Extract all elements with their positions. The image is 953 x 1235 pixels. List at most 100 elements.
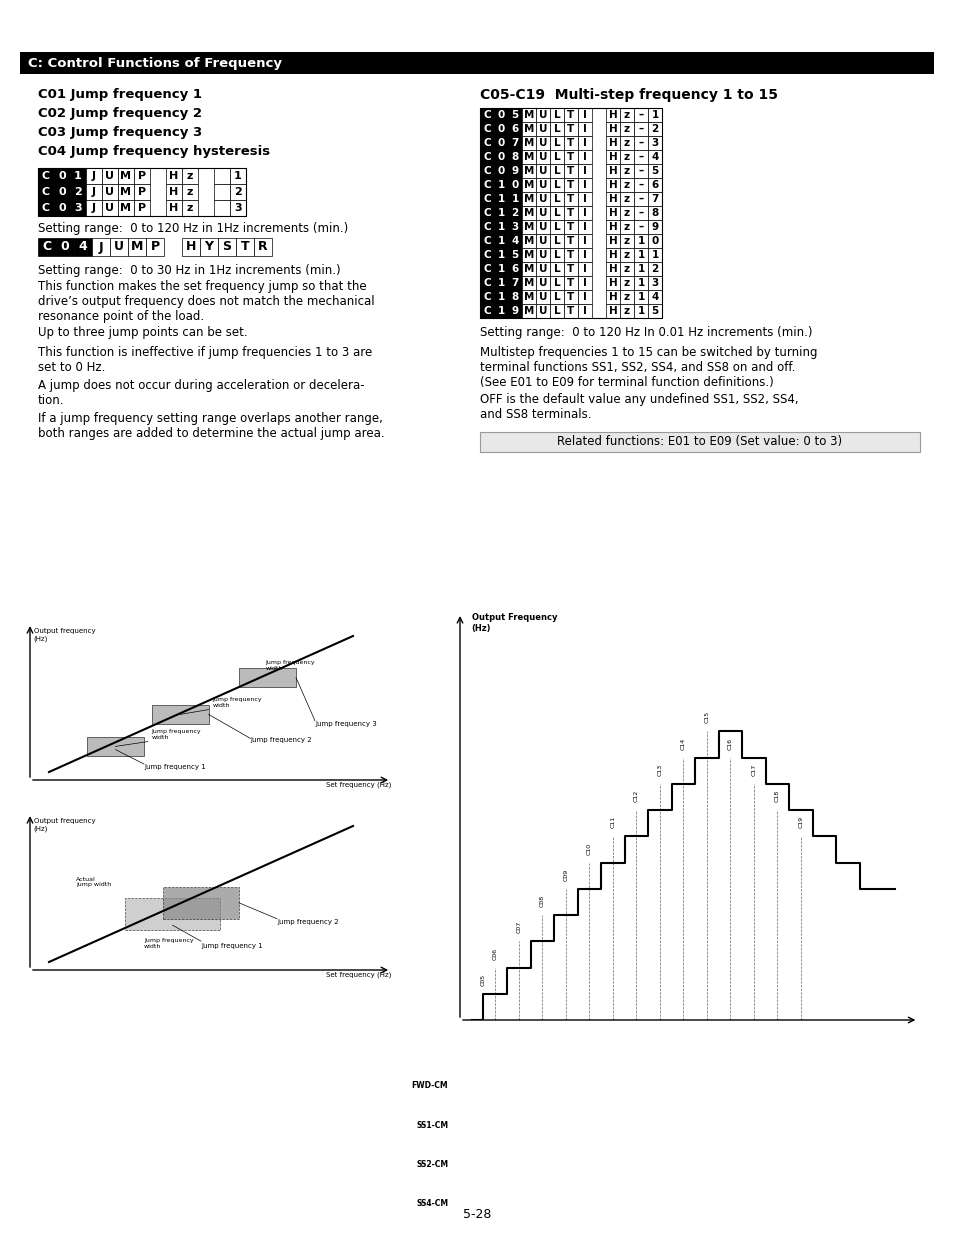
Text: U: U (538, 165, 547, 177)
Text: ON: ON (784, 1123, 792, 1128)
Bar (605, 248, 619, 262)
Text: T: T (567, 180, 574, 190)
Bar (182, 184, 198, 200)
Text: 1: 1 (637, 278, 644, 288)
Bar (647, 136, 661, 149)
Text: C14: C14 (680, 737, 685, 750)
Bar (605, 136, 619, 149)
Bar (507, 206, 521, 220)
Text: 2: 2 (233, 186, 242, 198)
Text: OFF is the default value any undefined SS1, SS2, SS4,
and SS8 terminals.: OFF is the default value any undefined S… (479, 393, 798, 421)
Bar (38, 238, 56, 256)
Text: T: T (567, 110, 574, 120)
Bar (619, 248, 634, 262)
Text: H: H (608, 264, 617, 274)
Bar (521, 164, 536, 178)
Bar (521, 290, 536, 304)
Text: L: L (553, 207, 559, 219)
Text: FWD-CM: FWD-CM (411, 1081, 448, 1091)
Bar (619, 206, 634, 220)
Text: U: U (538, 291, 547, 303)
Bar (619, 233, 634, 248)
Bar (118, 168, 133, 184)
Bar (102, 200, 118, 216)
Text: 4: 4 (651, 152, 658, 162)
Text: U: U (106, 170, 114, 182)
Text: 1: 1 (511, 194, 518, 204)
Text: ON: ON (632, 1162, 639, 1167)
Text: Set frequency (Hz): Set frequency (Hz) (325, 782, 391, 788)
Text: 1: 1 (637, 306, 644, 316)
Text: U: U (538, 152, 547, 162)
Bar (521, 262, 536, 275)
Text: z: z (623, 124, 629, 135)
Bar (479, 122, 494, 136)
Text: U: U (538, 180, 547, 190)
Text: S: S (222, 241, 232, 253)
Bar (563, 248, 578, 262)
Text: U: U (538, 194, 547, 204)
Bar (634, 304, 647, 317)
Bar (507, 290, 521, 304)
Text: 3: 3 (233, 203, 241, 212)
Text: 2: 2 (651, 124, 658, 135)
Text: T: T (567, 249, 574, 261)
Text: J: J (91, 203, 96, 212)
Text: H: H (186, 241, 196, 253)
Bar (536, 149, 550, 164)
Bar (479, 206, 494, 220)
Bar (479, 304, 494, 317)
Text: SS2-CM: SS2-CM (416, 1160, 448, 1168)
Text: M: M (523, 138, 534, 148)
Text: 1: 1 (637, 236, 644, 246)
Bar (87, 737, 144, 756)
Bar (125, 898, 220, 930)
Bar (550, 136, 563, 149)
Text: H: H (608, 236, 617, 246)
Text: U: U (538, 236, 547, 246)
Bar (110, 238, 128, 256)
Bar (647, 304, 661, 317)
Text: 7: 7 (511, 278, 518, 288)
Text: C: C (42, 186, 50, 198)
Bar (536, 178, 550, 191)
Bar (495, 1115, 518, 1134)
Bar (166, 200, 182, 216)
Text: C: C (42, 170, 50, 182)
Text: Setting range:  0 to 30 Hz in 1Hz increments (min.): Setting range: 0 to 30 Hz in 1Hz increme… (38, 264, 340, 277)
Text: –: – (638, 222, 643, 232)
Text: U: U (538, 110, 547, 120)
Text: Jump frequency
width: Jump frequency width (213, 698, 262, 708)
Text: T: T (240, 241, 249, 253)
Text: z: z (623, 110, 629, 120)
Bar (605, 233, 619, 248)
Text: 0: 0 (58, 186, 66, 198)
Text: M: M (120, 170, 132, 182)
Text: P: P (151, 241, 159, 253)
Bar (619, 262, 634, 275)
Text: C16: C16 (727, 737, 732, 750)
Text: I: I (582, 194, 586, 204)
Bar (133, 168, 150, 184)
Text: U: U (106, 186, 114, 198)
Bar (507, 122, 521, 136)
Text: ON: ON (537, 1162, 545, 1167)
Bar (507, 304, 521, 317)
Text: 1: 1 (497, 207, 504, 219)
Text: H: H (608, 207, 617, 219)
Text: H: H (608, 152, 617, 162)
Text: T: T (567, 194, 574, 204)
Text: 1: 1 (497, 291, 504, 303)
Bar (479, 107, 661, 317)
Bar (619, 304, 634, 317)
Bar (200, 238, 218, 256)
Text: C: C (482, 306, 490, 316)
Bar (550, 220, 563, 233)
Bar (634, 122, 647, 136)
Text: C: C (482, 236, 490, 246)
Bar (494, 107, 507, 122)
Text: T: T (567, 306, 574, 316)
Text: I: I (582, 165, 586, 177)
Text: C: C (42, 203, 50, 212)
Bar (479, 136, 494, 149)
